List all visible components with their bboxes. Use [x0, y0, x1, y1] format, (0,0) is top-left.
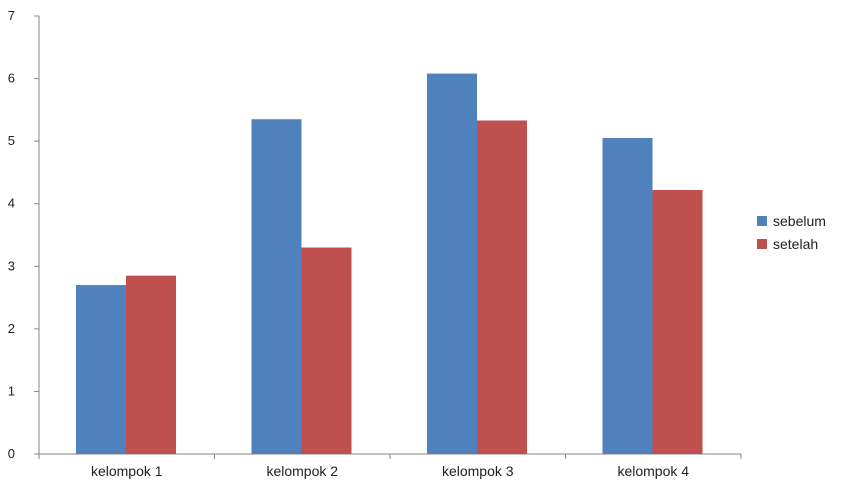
legend-swatch-sebelum [757, 216, 767, 226]
bars [76, 73, 703, 455]
legend-label-sebelum: sebelum [773, 213, 826, 229]
bar-setelah-1 [126, 275, 176, 454]
y-tick-label: 7 [8, 8, 15, 23]
bar-sebelum-4 [602, 138, 653, 454]
x-category-label: kelompok 4 [617, 463, 689, 479]
bar-sebelum-3 [427, 73, 477, 455]
y-tick-label: 6 [8, 71, 15, 86]
y-tick-label: 0 [8, 446, 15, 461]
y-tick-label: 3 [8, 258, 15, 273]
y-tick-label: 5 [8, 133, 15, 148]
legend-label-setelah: setelah [773, 236, 818, 252]
bar-setelah-2 [301, 247, 352, 454]
bar-setelah-4 [652, 189, 703, 454]
y-tick-label: 4 [8, 196, 15, 211]
y-tick-label: 1 [8, 383, 15, 398]
y-axis: 0 1 2 3 4 5 6 7 [8, 8, 40, 461]
x-category-label: kelompok 3 [442, 463, 514, 479]
bar-setelah-3 [477, 120, 527, 454]
bar-sebelum-1 [76, 285, 126, 454]
x-axis: kelompok 1 kelompok 2 kelompok 3 kelompok 4 [38, 453, 742, 479]
legend-swatch-setelah [757, 239, 767, 249]
x-category-label: kelompok 1 [91, 463, 163, 479]
legend: sebelum setelah [757, 213, 826, 252]
y-tick-label: 2 [8, 321, 15, 336]
bar-sebelum-2 [251, 119, 302, 454]
x-category-label: kelompok 2 [266, 463, 338, 479]
